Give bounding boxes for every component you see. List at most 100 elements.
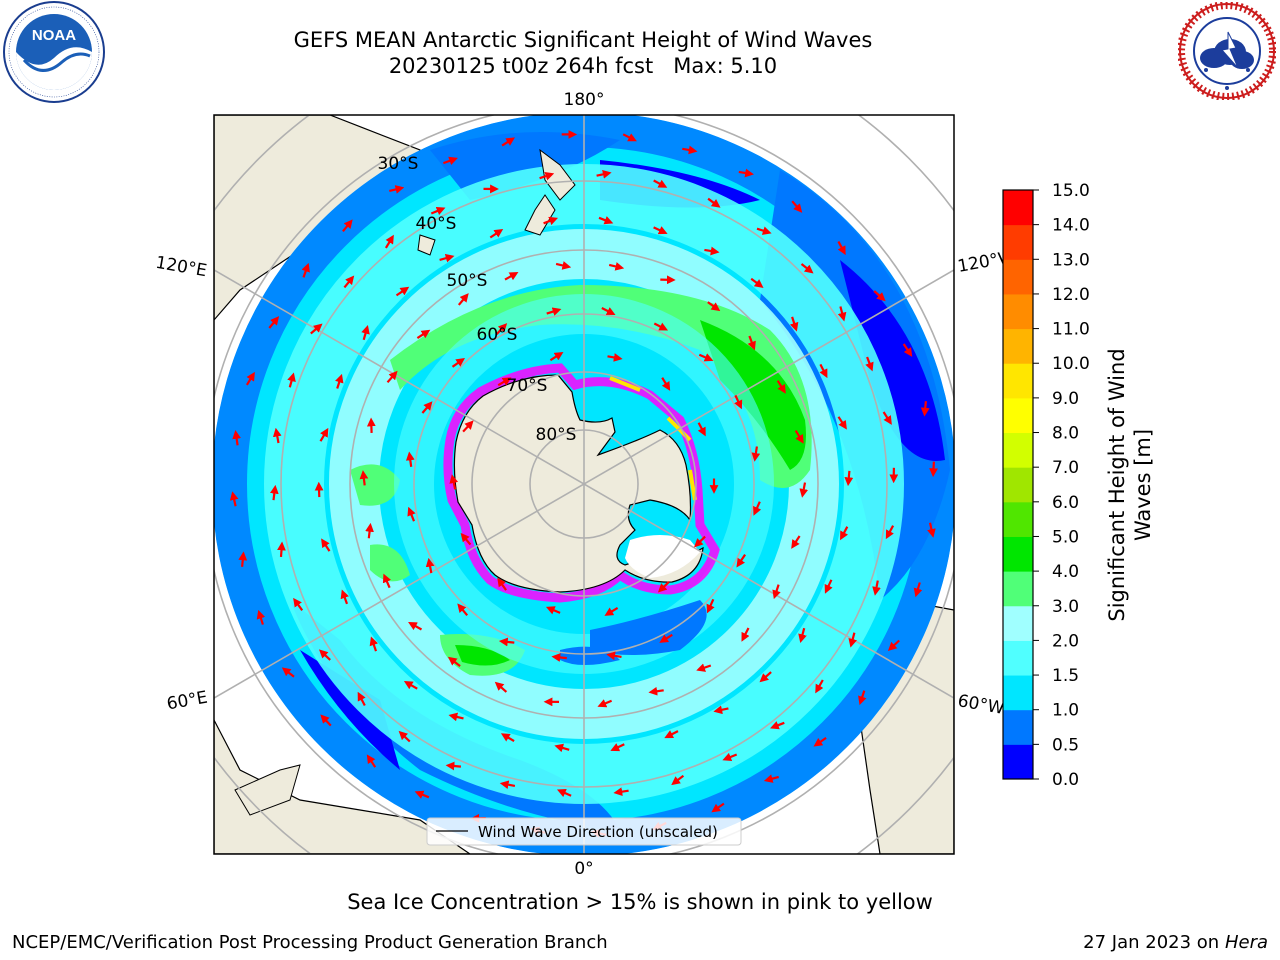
wave-direction-arrow [770, 721, 785, 730]
run-date-text: 27 Jan 2023 on [1083, 932, 1225, 953]
wave-direction-arrow [791, 200, 803, 213]
lat-label-40s: 40°S [416, 214, 457, 234]
wave-direction-arrow [772, 584, 781, 600]
wave-direction-arrow [799, 482, 809, 498]
map-area [214, 115, 954, 854]
wave-direction-arrow [269, 484, 279, 501]
wave-direction-arrow [498, 637, 515, 647]
wave-direction-arrow [545, 606, 561, 615]
wave-direction-arrow [451, 357, 465, 368]
wave-direction-arrow [310, 323, 323, 335]
wave-direction-arrow [543, 216, 559, 226]
wave-direction-arrow [301, 262, 310, 278]
wave-direction-arrow [707, 301, 721, 312]
wave-direction-arrow [711, 802, 725, 813]
wave-direction-arrow [462, 420, 474, 433]
wave-direction-arrow [657, 581, 670, 593]
wave-direction-arrow [245, 371, 255, 386]
lon-label-0: 0° [574, 859, 593, 879]
wave-direction-arrow [318, 649, 331, 661]
wave-direction-arrow [293, 597, 304, 611]
chart-subtitle: 20230125 t00z 264h fcst Max: 5.10 [388, 54, 778, 78]
land-new-zealand [524, 148, 576, 236]
wave-direction-arrow [776, 380, 786, 394]
wave-direction-arrow [794, 430, 804, 444]
wave-direction-arrow [653, 226, 668, 235]
wave-direction-arrow [340, 589, 349, 605]
colorbar-segment [1003, 744, 1033, 780]
wave-direction-arrow [443, 156, 458, 166]
wave-direction-arrow [549, 351, 564, 362]
wave-direction-arrow [460, 532, 472, 546]
wave-direction-arrow [342, 219, 353, 232]
wave-direction-arrow [840, 526, 849, 541]
wave-direction-arrow [555, 261, 572, 270]
wave-direction-arrow [865, 356, 874, 372]
colorbar-tick-label: 1.0 [1052, 701, 1079, 721]
wave-direction-arrow [495, 323, 508, 336]
wave-direction-arrow [272, 427, 282, 444]
wave-direction-arrow [824, 579, 833, 594]
wave-direction-arrow [756, 226, 772, 235]
ice-shelf-white [625, 535, 700, 578]
map-legend: Wind Wave Direction (unscaled) [426, 817, 742, 846]
wave-direction-arrow [798, 627, 807, 644]
map-frame [213, 114, 955, 855]
wave-direction-arrow [885, 525, 895, 540]
wave-direction-arrow [648, 686, 664, 696]
noaa-logo: NOAA [3, 1, 105, 103]
wave-direction-arrow [268, 316, 280, 329]
colorbar-label-line2: Waves [m] [1131, 429, 1155, 541]
wave-direction-arrow [601, 307, 616, 315]
wave-direction-arrow [598, 216, 614, 225]
colorbar-tick-label: 3.0 [1052, 597, 1079, 617]
wave-direction-arrow [277, 541, 286, 557]
wave-direction-arrow [698, 353, 714, 362]
colorbar-segment [1003, 397, 1033, 434]
wave-direction-arrow [734, 394, 743, 410]
colorbar-tick-label: 6.0 [1052, 493, 1079, 513]
wave-direction-arrow [751, 446, 761, 462]
wave-direction-arrow [457, 293, 469, 306]
lon-label-120e: 120°E [154, 253, 208, 282]
wave-direction-arrow [500, 733, 515, 743]
wave-direction-arrow [819, 363, 828, 379]
colorbar-tick-label: 5.0 [1052, 527, 1079, 547]
wave-direction-arrow [238, 551, 248, 567]
wave-direction-arrow [343, 275, 355, 289]
wave-direction-arrow [407, 506, 416, 522]
wave-direction-arrow [664, 730, 679, 739]
colorbar-segment [1003, 467, 1033, 503]
wave-direction-arrow [366, 754, 377, 768]
wave-direction-arrow [551, 653, 567, 662]
run-date: 27 Jan 2023 on Hera [1083, 932, 1268, 953]
wave-direction-arrow [707, 197, 721, 208]
colorbar-segment [1003, 709, 1033, 745]
colorbar-tick-label: 15.0 [1052, 181, 1090, 201]
colorbar-label-line1: Significant Height of Wind [1105, 348, 1129, 621]
colorbar-tick-label: 7.0 [1052, 458, 1079, 478]
colorbar-segment [1003, 224, 1033, 260]
wave-direction-arrow [622, 133, 637, 142]
wave-direction-arrow [750, 277, 764, 288]
wave-direction-arrow [232, 430, 241, 446]
wave-direction-arrow [813, 736, 827, 747]
wave-direction-arrow [800, 263, 814, 274]
wave-direction-arrow [694, 535, 706, 548]
wave-direction-arrow [229, 491, 239, 507]
wave-direction-arrow [504, 272, 519, 281]
wave-direction-arrow [319, 427, 329, 442]
colorbar-tick-label: 13.0 [1052, 250, 1090, 270]
wave-direction-arrow [682, 145, 698, 155]
wave-direction-arrow [661, 377, 671, 391]
wave-direction-arrow [747, 335, 756, 351]
wave-direction-arrow [448, 712, 464, 722]
wave-direction-arrow [610, 743, 625, 752]
sea-ice-edge [443, 363, 720, 603]
sea-ice-note: Sea Ice Concentration > 15% is shown in … [347, 890, 933, 914]
wind-wave-arrows [229, 129, 938, 838]
wave-direction-arrow [606, 651, 622, 661]
wave-direction-arrow [497, 377, 512, 387]
colorbar-segment [1003, 190, 1033, 226]
wave-direction-arrow [369, 636, 378, 652]
